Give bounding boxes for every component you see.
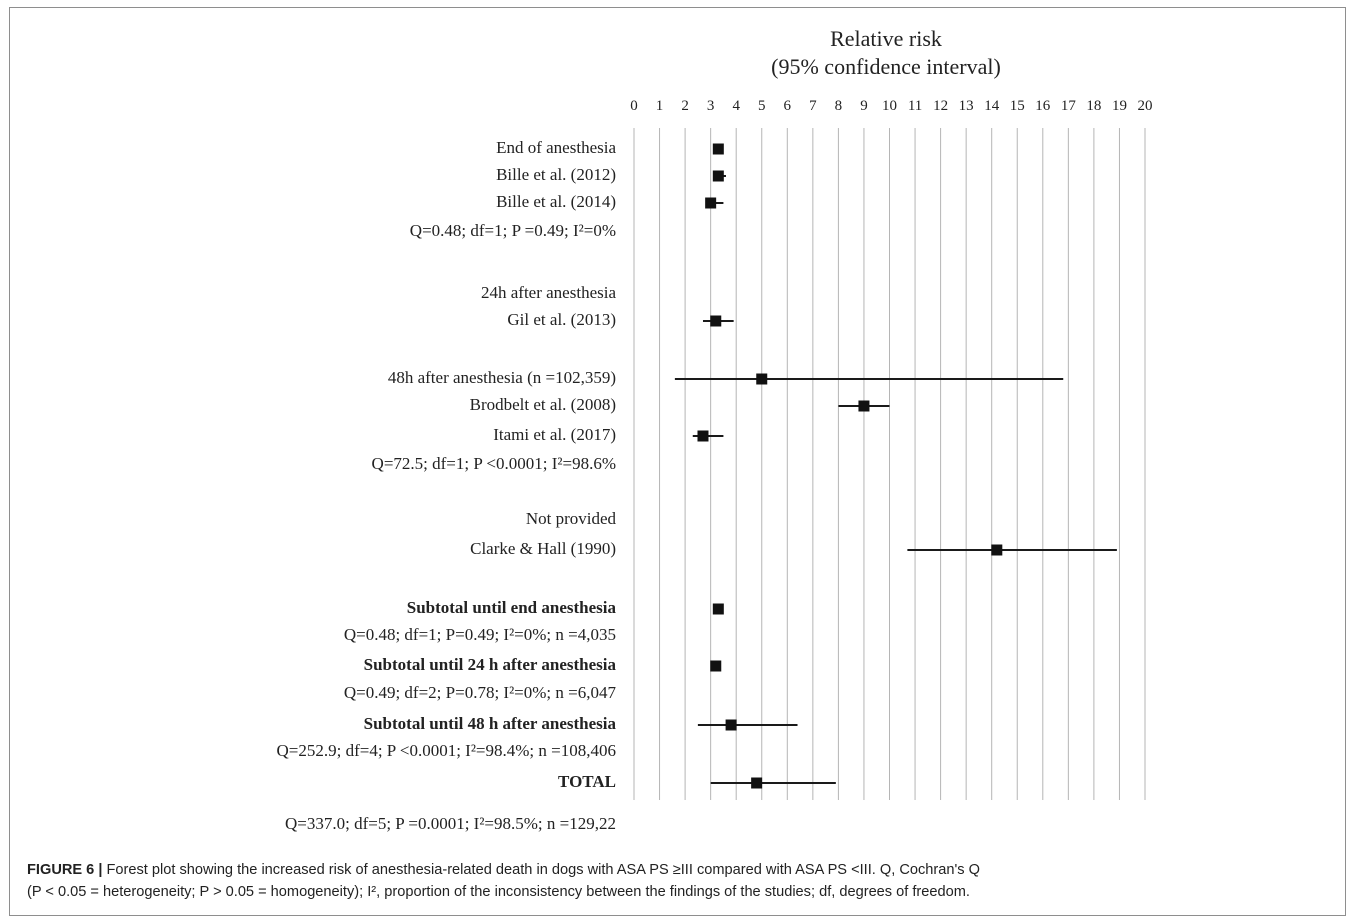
caption-label: FIGURE 6 |: [27, 862, 103, 878]
tick-label-13: 13: [959, 98, 974, 114]
caption-line2: (P < 0.05 = heterogeneity; P > 0.05 = ho…: [27, 884, 970, 900]
point-estimate-marker: [725, 719, 737, 731]
tick-label-0: 0: [630, 98, 638, 114]
tick-label-20: 20: [1138, 98, 1153, 114]
row-label: 48h after anesthesia (n =102,359): [387, 368, 616, 387]
row-label: Subtotal until 48 h after anesthesia: [363, 714, 616, 733]
tick-label-1: 1: [656, 98, 664, 114]
tick-label-15: 15: [1010, 98, 1025, 114]
chart-title-line2: (95% confidence interval): [771, 54, 1001, 79]
tick-label-8: 8: [835, 98, 843, 114]
tick-label-17: 17: [1061, 98, 1077, 114]
point-estimate-marker: [697, 430, 709, 442]
tick-label-2: 2: [681, 98, 689, 114]
row-label: Bille et al. (2012): [496, 165, 616, 184]
point-estimate-marker: [712, 603, 724, 615]
tick-label-10: 10: [882, 98, 897, 114]
row-label: Brodbelt et al. (2008): [469, 395, 616, 414]
heterogeneity-stat: Q=252.9; df=4; P <0.0001; I²=98.4%; n =1…: [276, 741, 616, 760]
caption-line1: Forest plot showing the increased risk o…: [102, 862, 981, 878]
tick-label-9: 9: [860, 98, 868, 114]
tick-label-19: 19: [1112, 98, 1127, 114]
tick-label-5: 5: [758, 98, 766, 114]
row-label: Clarke & Hall (1990): [470, 539, 616, 558]
tick-label-12: 12: [933, 98, 948, 114]
tick-label-6: 6: [784, 98, 792, 114]
row-label: Subtotal until 24 h after anesthesia: [363, 655, 616, 674]
row-label: End of anesthesia: [496, 138, 616, 157]
row-label: Gil et al. (2013): [507, 310, 616, 329]
row-label: Bille et al. (2014): [496, 192, 616, 211]
figure-caption: FIGURE 6 | Forest plot showing the incre…: [27, 859, 1327, 903]
heterogeneity-stat: Q=0.48; df=1; P =0.49; I²=0%: [409, 221, 616, 240]
point-estimate-marker: [712, 143, 724, 155]
point-estimate-marker: [756, 373, 768, 385]
tick-label-16: 16: [1035, 98, 1051, 114]
point-estimate-marker: [710, 660, 722, 672]
tick-label-18: 18: [1086, 98, 1101, 114]
heterogeneity-stat: Q=337.0; df=5; P =0.0001; I²=98.5%; n =1…: [284, 814, 616, 833]
chart-title-line1: Relative risk: [830, 26, 942, 51]
point-estimate-marker: [751, 777, 763, 789]
tick-label-11: 11: [908, 98, 922, 114]
row-label: Itami et al. (2017): [493, 425, 616, 444]
heterogeneity-stat: Q=0.49; df=2; P=0.78; I²=0%; n =6,047: [343, 683, 616, 702]
tick-label-3: 3: [707, 98, 715, 114]
point-estimate-marker: [991, 544, 1003, 556]
figure-frame: [9, 7, 1346, 916]
heterogeneity-stat: Q=0.48; df=1; P=0.49; I²=0%; n =4,035: [343, 625, 616, 644]
row-label: Not provided: [525, 509, 616, 528]
row-label: 24h after anesthesia: [481, 283, 616, 302]
row-label: TOTAL: [558, 772, 616, 791]
tick-label-14: 14: [984, 98, 1000, 114]
tick-label-4: 4: [732, 98, 740, 114]
row-label: Subtotal until end anesthesia: [406, 598, 616, 617]
point-estimate-marker: [705, 197, 717, 209]
heterogeneity-stat: Q=72.5; df=1; P <0.0001; I²=98.6%: [371, 454, 616, 473]
point-estimate-marker: [858, 400, 870, 412]
point-estimate-marker: [710, 315, 722, 327]
point-estimate-marker: [712, 170, 724, 182]
tick-label-7: 7: [809, 98, 817, 114]
